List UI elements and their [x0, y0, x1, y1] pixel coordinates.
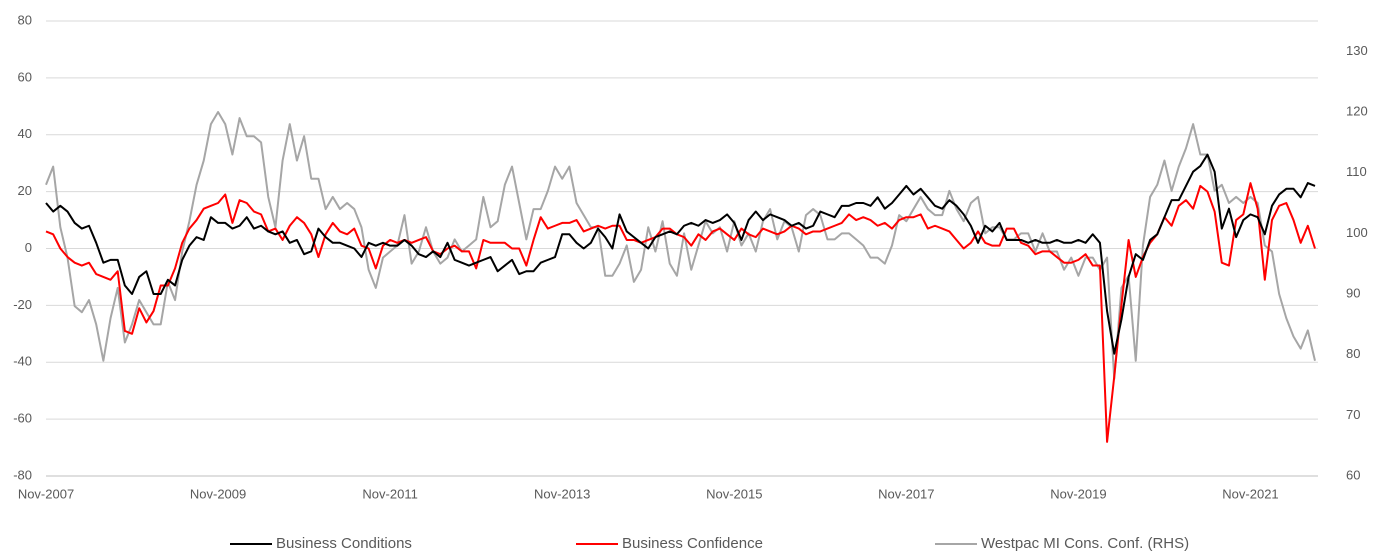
x-tick-label: Nov-2021 [1222, 486, 1278, 501]
x-tick-label: Nov-2011 [362, 486, 417, 501]
y-tick-label: 60 [18, 69, 32, 84]
x-tick-label: Nov-2017 [878, 486, 934, 501]
y-tick-label: -80 [13, 467, 32, 482]
series-line [45, 182, 1316, 443]
y-tick-label: -40 [13, 354, 32, 369]
x-tick-label: Nov-2019 [1050, 486, 1106, 501]
y-tick-label: -60 [13, 411, 32, 426]
legend-label: Westpac MI Cons. Conf. (RHS) [981, 535, 1189, 552]
y2-tick-label: 110 [1346, 164, 1367, 179]
series-line [45, 111, 1316, 380]
x-tick-label: Nov-2015 [706, 486, 762, 501]
y-tick-label: -20 [13, 297, 32, 312]
y2-tick-label: 70 [1346, 407, 1360, 422]
y-tick-label: 0 [25, 240, 32, 255]
y-tick-label: 40 [18, 126, 32, 141]
y-tick-label: 80 [18, 12, 32, 27]
y-tick-label: 20 [18, 183, 32, 198]
x-tick-label: Nov-2013 [534, 486, 590, 501]
y2-tick-label: 90 [1346, 285, 1360, 300]
y2-tick-label: 120 [1346, 103, 1368, 118]
x-tick-label: Nov-2007 [18, 486, 74, 501]
legend-label: Business Confidence [622, 535, 763, 552]
y2-tick-label: 80 [1346, 346, 1360, 361]
series-line [45, 153, 1316, 355]
y2-tick-label: 100 [1346, 225, 1368, 240]
legend-label: Business Conditions [276, 535, 412, 552]
y2-tick-label: 60 [1346, 467, 1360, 482]
y2-tick-label: 130 [1346, 43, 1368, 58]
x-tick-label: Nov-2009 [190, 486, 246, 501]
